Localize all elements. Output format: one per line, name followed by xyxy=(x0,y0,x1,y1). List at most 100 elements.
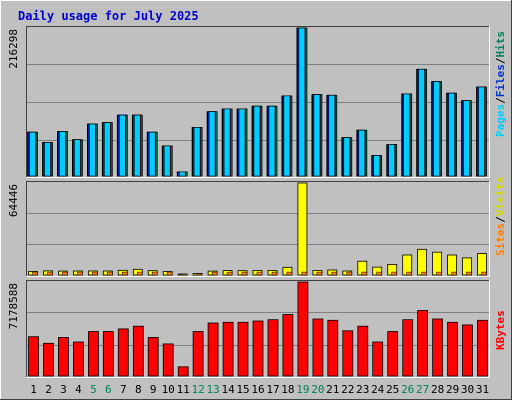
bar-sites-day-16 xyxy=(256,271,263,276)
bar-kbytes-day-5 xyxy=(88,331,99,377)
bar-pages-day-5 xyxy=(89,123,96,177)
bar-kbytes-day-20 xyxy=(312,318,324,377)
panel-2-legend: Sites/Visits xyxy=(494,177,507,257)
bar-kbytes-day-22 xyxy=(342,330,354,377)
x-tick-day-24: 24 xyxy=(371,383,385,396)
bar-kbytes-day-7 xyxy=(117,328,129,377)
bar-pages-day-6 xyxy=(104,122,111,177)
x-axis-day-labels: 1 2 3 4 5 6 7 8 9 10 11 12 13 14 15 16 17 18 19 20 21 22 23 24 2… xyxy=(30,383,489,396)
bar-kbytes-day-25 xyxy=(387,331,399,377)
bar-pages-day-3 xyxy=(59,131,66,177)
bar-sites-day-13 xyxy=(211,271,218,276)
bar-kbytes-day-26 xyxy=(402,319,414,377)
bar-sites-day-18 xyxy=(286,271,293,276)
bar-kbytes-day-27 xyxy=(417,310,429,377)
bar-kbytes-day-19 xyxy=(297,281,309,377)
panel-1-legend-entry-4: / xyxy=(494,57,507,64)
bar-pages-day-22 xyxy=(343,137,351,177)
bar-sites-day-25 xyxy=(391,271,397,276)
x-tick-day-1: 1 xyxy=(30,383,37,396)
panel-3-ymax-label: 7178588 xyxy=(7,283,20,329)
bar-kbytes-day-10 xyxy=(162,343,174,377)
x-tick-day-13: 13 xyxy=(206,383,219,396)
bar-pages-day-1 xyxy=(29,131,36,177)
bar-sites-day-15 xyxy=(241,271,248,276)
bar-sites-day-12 xyxy=(196,273,203,276)
panel-2-plot-area xyxy=(26,181,490,277)
panel-2-legend-entry-1: Sites xyxy=(494,223,507,256)
bar-pages-day-31 xyxy=(478,86,485,177)
bar-pages-day-17 xyxy=(268,105,276,177)
bar-sites-day-11 xyxy=(181,273,188,276)
x-tick-day-26: 26 xyxy=(401,383,414,396)
x-tick-day-14: 14 xyxy=(221,383,235,396)
panel-1-legend-entry-1: Pages xyxy=(494,104,507,137)
bar-sites-day-10 xyxy=(166,271,173,276)
bar-kbytes-day-23 xyxy=(357,325,369,377)
x-tick-day-25: 25 xyxy=(386,383,399,396)
panel-1-ymax-label: 216298 xyxy=(7,29,20,69)
bar-sites-day-29 xyxy=(451,271,457,276)
x-tick-day-19: 19 xyxy=(296,383,309,396)
bar-sites-day-7 xyxy=(122,271,128,276)
bar-pages-day-18 xyxy=(283,95,291,177)
x-tick-day-17: 17 xyxy=(266,383,279,396)
bar-kbytes-day-29 xyxy=(447,321,459,377)
chart-panels: 216298Pages/Files/Hits64446Sites/Visits7… xyxy=(7,26,507,378)
panel-2-legend-entry-2: / xyxy=(494,216,507,223)
bar-sites-day-6 xyxy=(107,271,113,276)
bar-sites-day-14 xyxy=(226,271,233,276)
bar-kbytes-day-15 xyxy=(237,321,249,377)
panel-2: 64446 Sites/Visits xyxy=(7,177,507,277)
bar-kbytes-day-3 xyxy=(58,336,69,377)
bar-pages-day-11 xyxy=(178,171,186,177)
x-tick-day-8: 8 xyxy=(135,383,142,396)
bar-sites-day-23 xyxy=(361,271,368,276)
bar-kbytes-day-16 xyxy=(252,320,264,377)
x-tick-day-5: 5 xyxy=(90,383,97,396)
bar-sites-day-30 xyxy=(466,271,472,276)
panel-1-legend: Pages/Files/Hits xyxy=(494,31,507,137)
bar-visits-day-31 xyxy=(477,253,487,276)
bar-pages-day-19 xyxy=(298,27,306,177)
bar-kbytes-day-18 xyxy=(282,314,294,377)
x-tick-day-30: 30 xyxy=(461,383,474,396)
bar-kbytes-day-9 xyxy=(147,336,159,377)
x-tick-day-21: 21 xyxy=(326,383,339,396)
bar-pages-day-27 xyxy=(418,69,425,177)
panel-3-legend: KBytes xyxy=(494,310,507,350)
x-tick-day-9: 9 xyxy=(150,383,157,396)
panel-1-legend-entry-5: Hits xyxy=(494,31,507,58)
bar-kbytes-day-4 xyxy=(73,341,84,377)
bar-pages-day-14 xyxy=(223,108,231,177)
bar-kbytes-day-21 xyxy=(327,319,339,377)
bar-pages-day-16 xyxy=(253,105,261,177)
bar-pages-day-8 xyxy=(134,114,141,177)
bar-visits-day-28 xyxy=(432,251,443,276)
x-tick-day-10: 10 xyxy=(162,383,175,396)
bar-pages-day-20 xyxy=(313,94,321,177)
bar-kbytes-day-11 xyxy=(177,366,189,377)
x-tick-day-23: 23 xyxy=(356,383,369,396)
panel-2-ymax-label: 64446 xyxy=(7,184,20,217)
bar-pages-day-12 xyxy=(193,127,201,177)
x-tick-day-12: 12 xyxy=(191,383,204,396)
x-tick-day-3: 3 xyxy=(60,383,67,396)
bar-kbytes-day-31 xyxy=(477,319,488,377)
panel-3: 7178588 KBytes xyxy=(7,280,507,378)
panel-1-legend-entry-3: Files xyxy=(494,64,507,97)
bar-visits-day-27 xyxy=(417,248,428,276)
bar-sites-day-1 xyxy=(32,271,38,276)
bar-kbytes-day-1 xyxy=(28,336,39,377)
bar-sites-day-31 xyxy=(481,271,487,276)
bar-sites-day-8 xyxy=(137,271,143,276)
bar-sites-day-26 xyxy=(406,271,412,276)
x-tick-day-16: 16 xyxy=(251,383,264,396)
bar-pages-day-30 xyxy=(463,100,470,177)
x-tick-day-15: 15 xyxy=(236,383,249,396)
bar-pages-day-21 xyxy=(328,95,336,177)
bar-kbytes-day-14 xyxy=(222,321,234,377)
x-tick-day-28: 28 xyxy=(431,383,444,396)
bar-kbytes-day-30 xyxy=(462,324,473,377)
